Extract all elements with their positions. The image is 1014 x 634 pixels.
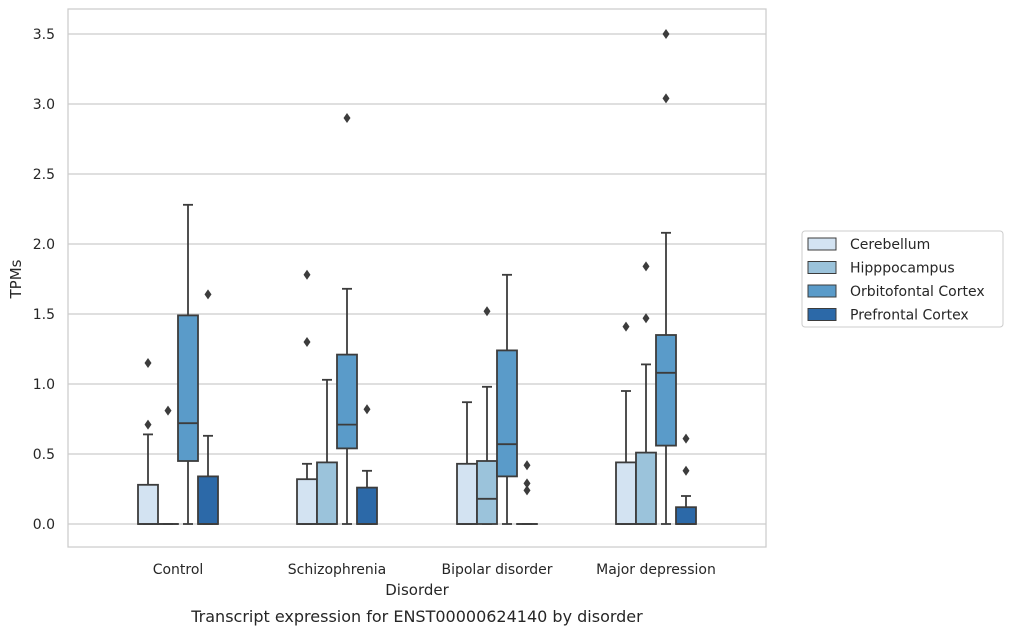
box-orbitofontal-cortex: [177, 203, 199, 525]
box-prefrontal-cortex: [516, 460, 538, 525]
outlier-point: [662, 29, 670, 39]
box-iqr: [356, 486, 378, 525]
y-tick-label: 0.5: [33, 447, 55, 463]
box-iqr: [296, 478, 318, 525]
outlier-point: [523, 485, 531, 496]
box-iqr: [197, 475, 219, 525]
outlier-point: [642, 313, 650, 324]
x-tick-label: Control: [153, 562, 204, 578]
outlier-point: [682, 465, 690, 476]
box-prefrontal-cortex: [197, 289, 219, 525]
box-iqr: [655, 334, 677, 447]
box-orbitofontal-cortex: [496, 273, 518, 525]
box-cerebellum: [615, 321, 637, 525]
box-cerebellum: [296, 269, 318, 525]
box-hipppocampus: [635, 261, 657, 525]
plot-boxes: [137, 29, 697, 525]
outlier-point: [303, 337, 311, 347]
box-hipppocampus: [157, 405, 179, 525]
legend-frame: [801, 230, 1004, 328]
legend-swatch: [807, 237, 837, 251]
y-axis-label: TPMs: [7, 259, 25, 299]
box-iqr: [137, 483, 159, 525]
legend-label: Cerebellum: [850, 237, 930, 253]
box-cerebellum: [137, 358, 159, 525]
box-prefrontal-cortex: [675, 433, 697, 525]
outlier-point: [363, 404, 371, 415]
y-tick-label: 2.0: [33, 237, 55, 253]
outlier-point: [523, 478, 531, 489]
box-iqr: [635, 451, 657, 525]
box-orbitofontal-cortex: [336, 113, 358, 525]
y-tick-label: 1.0: [33, 377, 55, 393]
legend-label: Orbitofontal Cortex: [850, 284, 985, 300]
y-axis-ticks: 0.0 0.5 1.0 1.5 2.0 2.5 3.0 3.5: [33, 27, 55, 533]
chart-title: Transcript expression for ENST0000062414…: [190, 607, 643, 626]
outlier-point: [343, 113, 351, 123]
y-tick-label: 1.5: [33, 307, 55, 323]
box-iqr: [476, 460, 498, 525]
x-axis-ticks: Control Schizophrenia Bipolar disorder Majo…: [153, 562, 716, 578]
x-tick-label: Major depression: [596, 562, 716, 578]
outlier-point: [662, 93, 670, 104]
outlier-point: [164, 405, 172, 416]
legend-label: Hipppocampus: [850, 261, 955, 277]
outlier-point: [642, 261, 650, 272]
legend-swatch: [807, 261, 837, 274]
box-iqr: [177, 314, 199, 462]
outlier-point: [204, 289, 212, 300]
outlier-point: [303, 269, 311, 280]
legend-swatch: [807, 284, 837, 298]
outlier-point: [144, 419, 152, 430]
box-iqr: [675, 506, 697, 525]
box-prefrontal-cortex: [356, 404, 378, 525]
outlier-point: [144, 358, 152, 368]
x-tick-label: Schizophrenia: [288, 562, 386, 578]
outlier-point: [622, 321, 630, 332]
outlier-point: [682, 433, 690, 444]
grid-lines: [68, 33, 766, 525]
box-iqr: [336, 353, 358, 450]
box-iqr: [456, 462, 478, 525]
x-axis-label: Disorder: [385, 581, 449, 599]
legend-label: Prefrontal Cortex: [850, 308, 969, 324]
y-tick-label: 2.5: [33, 167, 55, 183]
box-iqr: [316, 461, 338, 525]
box-orbitofontal-cortex: [655, 29, 677, 525]
outlier-point: [483, 306, 491, 317]
legend-swatch: [807, 308, 837, 321]
box-iqr: [615, 461, 637, 525]
outlier-point: [523, 460, 531, 471]
box-cerebellum: [456, 401, 478, 525]
y-tick-label: 3.5: [33, 27, 55, 43]
y-tick-label: 0.0: [33, 517, 55, 533]
y-tick-label: 3.0: [33, 97, 55, 113]
legend: Cerebellum Hipppocampus Orbitofontal Corte…: [801, 230, 1004, 328]
x-tick-label: Bipolar disorder: [441, 562, 552, 578]
box-iqr: [496, 349, 518, 478]
box-hipppocampus: [476, 306, 498, 525]
box-hipppocampus: [316, 378, 338, 525]
plot-area-frame: [67, 8, 767, 548]
